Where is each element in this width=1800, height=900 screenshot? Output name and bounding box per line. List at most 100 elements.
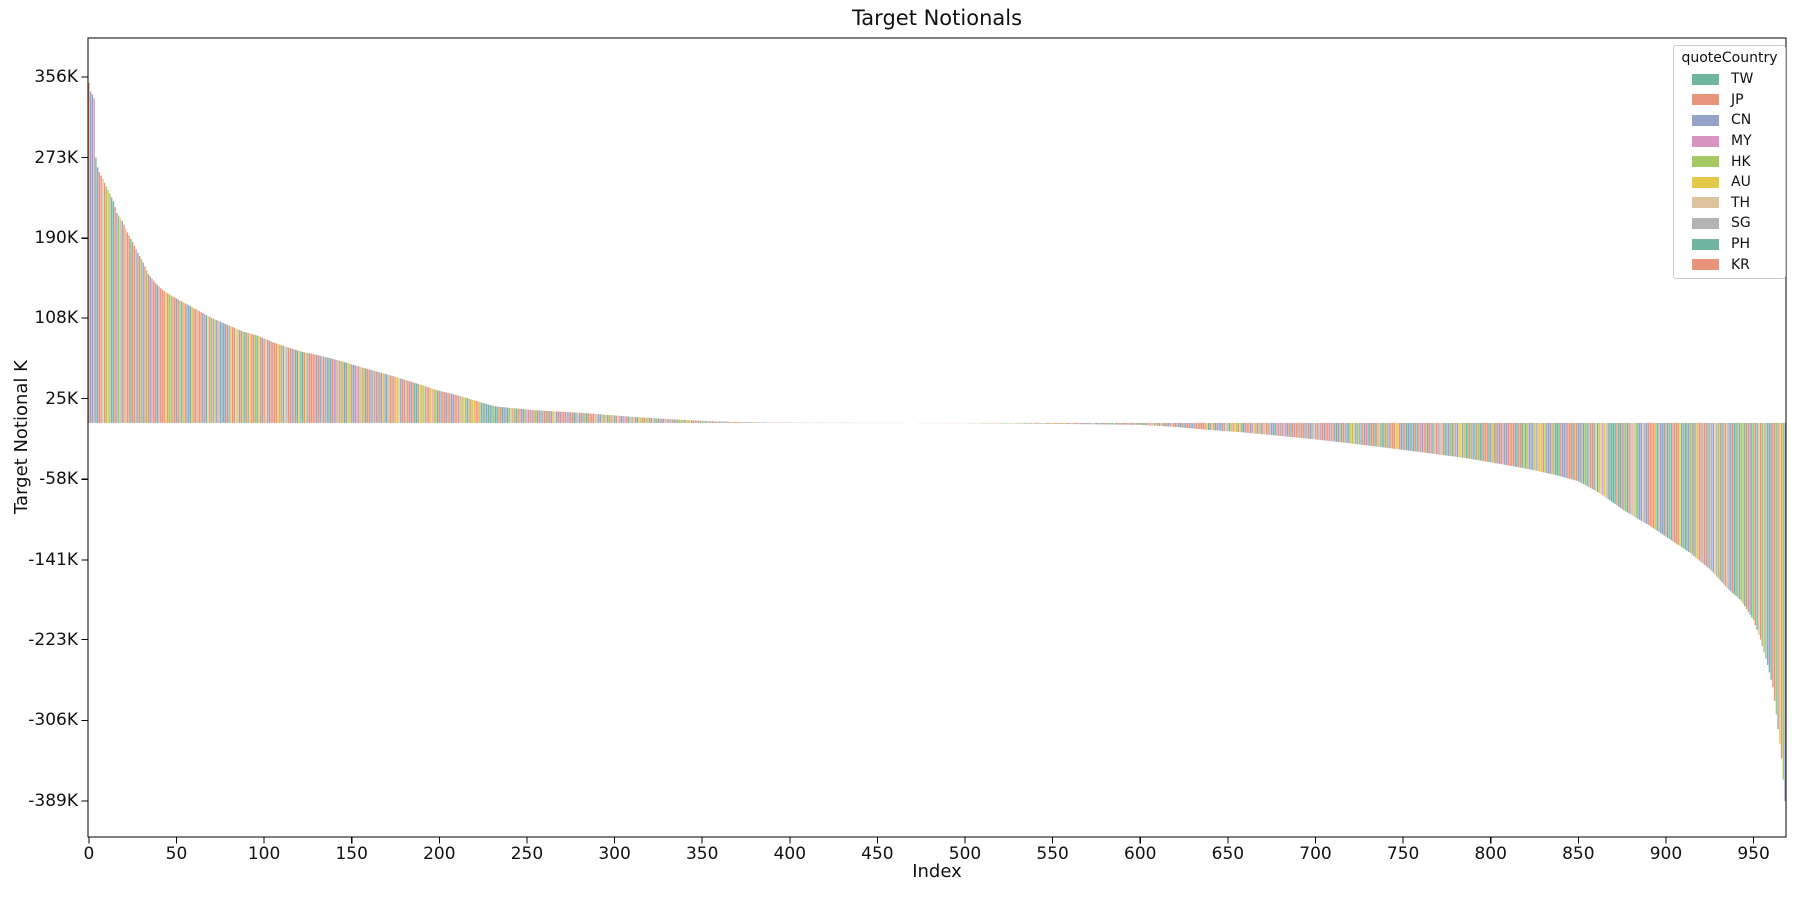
bar — [638, 417, 640, 423]
bar — [386, 374, 388, 423]
bar — [1104, 422, 1106, 425]
bar — [429, 388, 432, 423]
legend-label: JP — [1731, 91, 1744, 108]
bar — [1076, 422, 1078, 425]
bar — [650, 418, 653, 423]
bar — [559, 411, 561, 423]
bar — [198, 311, 200, 423]
bar — [175, 298, 178, 423]
bar — [1341, 422, 1343, 443]
bar — [1723, 422, 1725, 585]
bar — [221, 322, 223, 423]
bar — [1516, 422, 1518, 467]
bar — [1465, 422, 1467, 459]
bar — [1651, 422, 1653, 528]
bar — [1360, 422, 1362, 445]
bar — [1383, 422, 1385, 448]
bar — [191, 307, 193, 423]
bar — [757, 422, 759, 423]
bar — [1263, 422, 1266, 435]
bar — [1698, 422, 1700, 561]
bar — [585, 413, 588, 423]
bar — [1635, 422, 1637, 518]
bar — [580, 412, 582, 423]
bar — [1320, 422, 1322, 441]
bar — [647, 417, 649, 423]
bar — [1638, 422, 1641, 520]
bar — [1122, 422, 1124, 425]
bar — [1037, 422, 1040, 424]
bar — [999, 422, 1001, 424]
bar — [1402, 422, 1404, 450]
bar — [499, 406, 502, 423]
bar — [89, 91, 92, 423]
bar — [1540, 422, 1543, 472]
bar — [1409, 422, 1411, 451]
bar — [568, 412, 570, 423]
bar — [1432, 422, 1434, 454]
bar — [177, 299, 179, 423]
bar — [447, 392, 449, 423]
legend-label: AU — [1731, 174, 1751, 191]
bar — [1158, 422, 1161, 426]
bar — [741, 422, 744, 423]
bar — [1318, 422, 1320, 440]
bar — [356, 365, 358, 423]
bar — [354, 365, 356, 423]
bar — [1418, 422, 1420, 452]
bar — [1248, 422, 1250, 433]
bar — [421, 385, 423, 423]
bar — [566, 412, 568, 423]
bar — [1696, 422, 1699, 559]
bar — [512, 408, 514, 423]
bar — [692, 420, 695, 423]
bar — [601, 414, 604, 423]
bar — [1511, 422, 1513, 467]
chart-title: Target Notionals — [851, 6, 1023, 30]
bar — [610, 415, 612, 423]
bar — [1370, 422, 1373, 446]
bar — [1740, 422, 1743, 601]
x-tick-label: 0 — [83, 844, 95, 864]
x-tick-label: 650 — [1211, 844, 1245, 864]
bar — [1777, 422, 1779, 730]
bar — [298, 350, 300, 423]
bar — [280, 345, 283, 423]
bar — [340, 361, 342, 423]
bar — [1504, 422, 1506, 465]
bar — [384, 373, 386, 423]
bar — [214, 319, 216, 423]
bar — [410, 381, 412, 423]
bar — [1197, 422, 1199, 429]
bar — [315, 354, 318, 423]
bar — [626, 416, 628, 423]
bar — [123, 224, 125, 423]
bar — [1670, 422, 1672, 541]
bar — [419, 384, 421, 423]
bar — [195, 309, 197, 423]
bar — [556, 411, 558, 423]
bar — [1016, 422, 1019, 424]
bar — [249, 333, 251, 423]
bar — [333, 359, 335, 423]
bar — [1030, 422, 1033, 424]
bar — [1784, 422, 1786, 802]
bar — [1532, 422, 1534, 470]
bar — [1092, 422, 1094, 425]
bar — [184, 303, 186, 423]
bar — [1656, 422, 1658, 531]
bar — [1053, 422, 1056, 424]
bar — [1237, 422, 1240, 433]
bar — [1479, 422, 1481, 461]
bar — [116, 212, 118, 423]
bar — [1272, 422, 1275, 436]
bar — [337, 360, 339, 423]
bar — [1183, 422, 1185, 428]
bar — [452, 394, 455, 423]
bar — [1607, 422, 1609, 500]
bar — [417, 383, 420, 423]
bar — [1514, 422, 1516, 467]
bar — [1773, 422, 1776, 701]
bar — [1451, 422, 1453, 457]
